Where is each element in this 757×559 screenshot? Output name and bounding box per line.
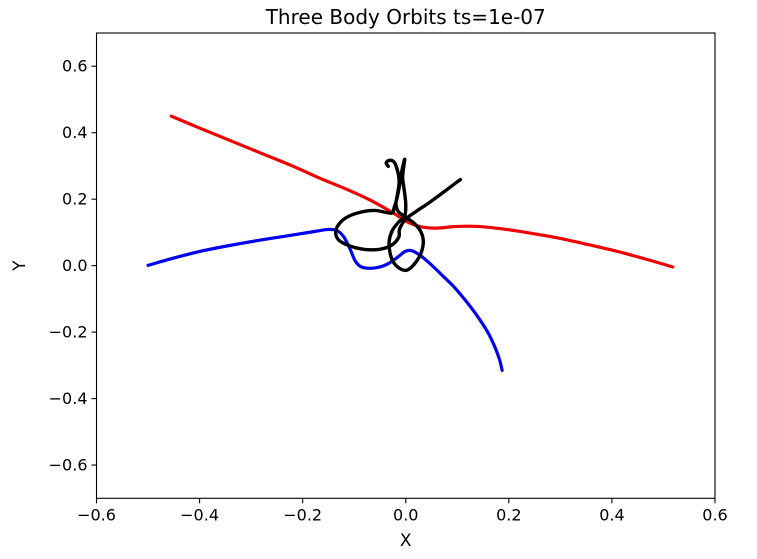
x-tick-label: 0.2	[496, 505, 521, 524]
x-axis-tick-labels: −0.6 −0.4 −0.2 0.0 0.2 0.4 0.6	[77, 505, 728, 524]
orbit-trajectories	[146, 114, 675, 372]
y-axis-label: Y	[10, 260, 30, 272]
y-tick-label: 0.6	[62, 57, 87, 76]
x-tick-label: 0.0	[393, 505, 418, 524]
x-tick-label: 0.6	[702, 505, 727, 524]
y-tick-label: 0.2	[62, 190, 87, 209]
body-3-black-orbit	[333, 157, 463, 273]
y-tick-label: −0.6	[49, 456, 88, 475]
chart-title: Three Body Orbits ts=1e-07	[265, 5, 546, 29]
body-2-blue-orbit	[146, 227, 504, 372]
y-axis-tick-labels: −0.6 −0.4 −0.2 0.0 0.2 0.4 0.6	[49, 57, 88, 475]
y-tick-label: −0.4	[49, 389, 88, 408]
x-tick-label: −0.4	[180, 505, 219, 524]
y-axis-ticks	[91, 65, 97, 466]
x-tick-label: 0.4	[599, 505, 624, 524]
x-axis-ticks	[95, 498, 716, 504]
x-tick-label: −0.6	[77, 505, 116, 524]
y-tick-label: 0.4	[62, 123, 87, 142]
x-tick-label: −0.2	[283, 505, 322, 524]
y-tick-label: −0.2	[49, 323, 88, 342]
plot-area-border	[95, 32, 716, 499]
x-axis-label: X	[400, 531, 412, 551]
y-tick-label: 0.0	[62, 256, 87, 275]
